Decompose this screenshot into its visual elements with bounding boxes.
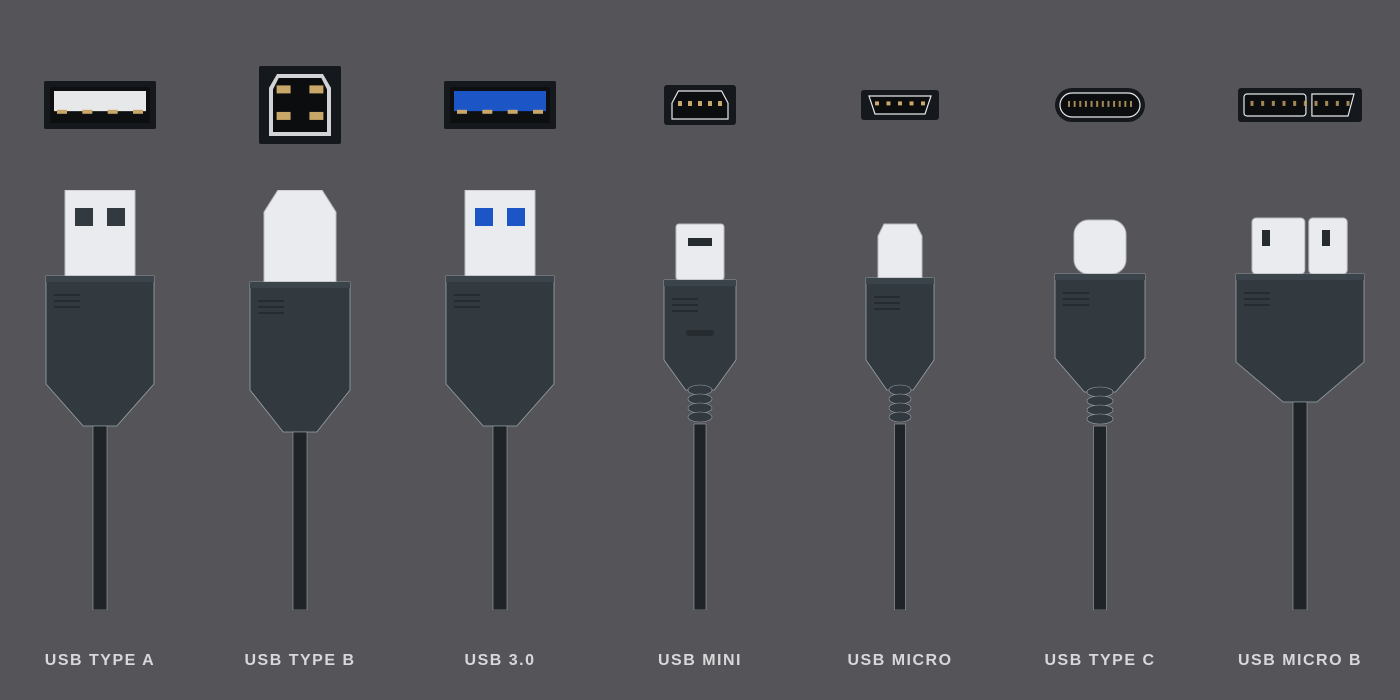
usb-mini-port-icon: [664, 85, 736, 125]
usb-type-c-label: USB TYPE C: [1044, 652, 1155, 670]
usb-type-b-port-icon: [259, 66, 341, 144]
usb-3-label: USB 3.0: [465, 652, 536, 670]
usb-micro-plug-icon: [835, 190, 965, 610]
usb-type-a-port-icon: [44, 81, 156, 129]
usb-type-c-plug-icon: [1030, 190, 1170, 610]
usb-micro-label: USB MICRO: [847, 652, 952, 670]
usb-type-a-plug-icon: [25, 190, 175, 610]
usb-micro-port-icon: [861, 90, 939, 120]
usb-micro-b-port-icon: [1238, 88, 1362, 122]
usb-micro-b-plug-icon: [1215, 190, 1385, 610]
usb-micro-b-label: USB MICRO B: [1238, 652, 1362, 670]
usb-mini-plug-icon: [635, 190, 765, 610]
labels-row: USB TYPE A USB TYPE B USB 3.0 USB MINI USB M…: [0, 652, 1400, 670]
ports-row: [0, 60, 1400, 150]
cables-row: [0, 190, 1400, 610]
usb-3-plug-icon: [425, 190, 575, 610]
usb-type-b-plug-icon: [225, 190, 375, 610]
usb-3-port-icon: [444, 81, 556, 129]
usb-type-a-label: USB TYPE A: [45, 652, 155, 670]
usb-type-b-label: USB TYPE B: [244, 652, 355, 670]
usb-mini-label: USB MINI: [658, 652, 742, 670]
usb-type-c-port-icon: [1055, 88, 1145, 122]
